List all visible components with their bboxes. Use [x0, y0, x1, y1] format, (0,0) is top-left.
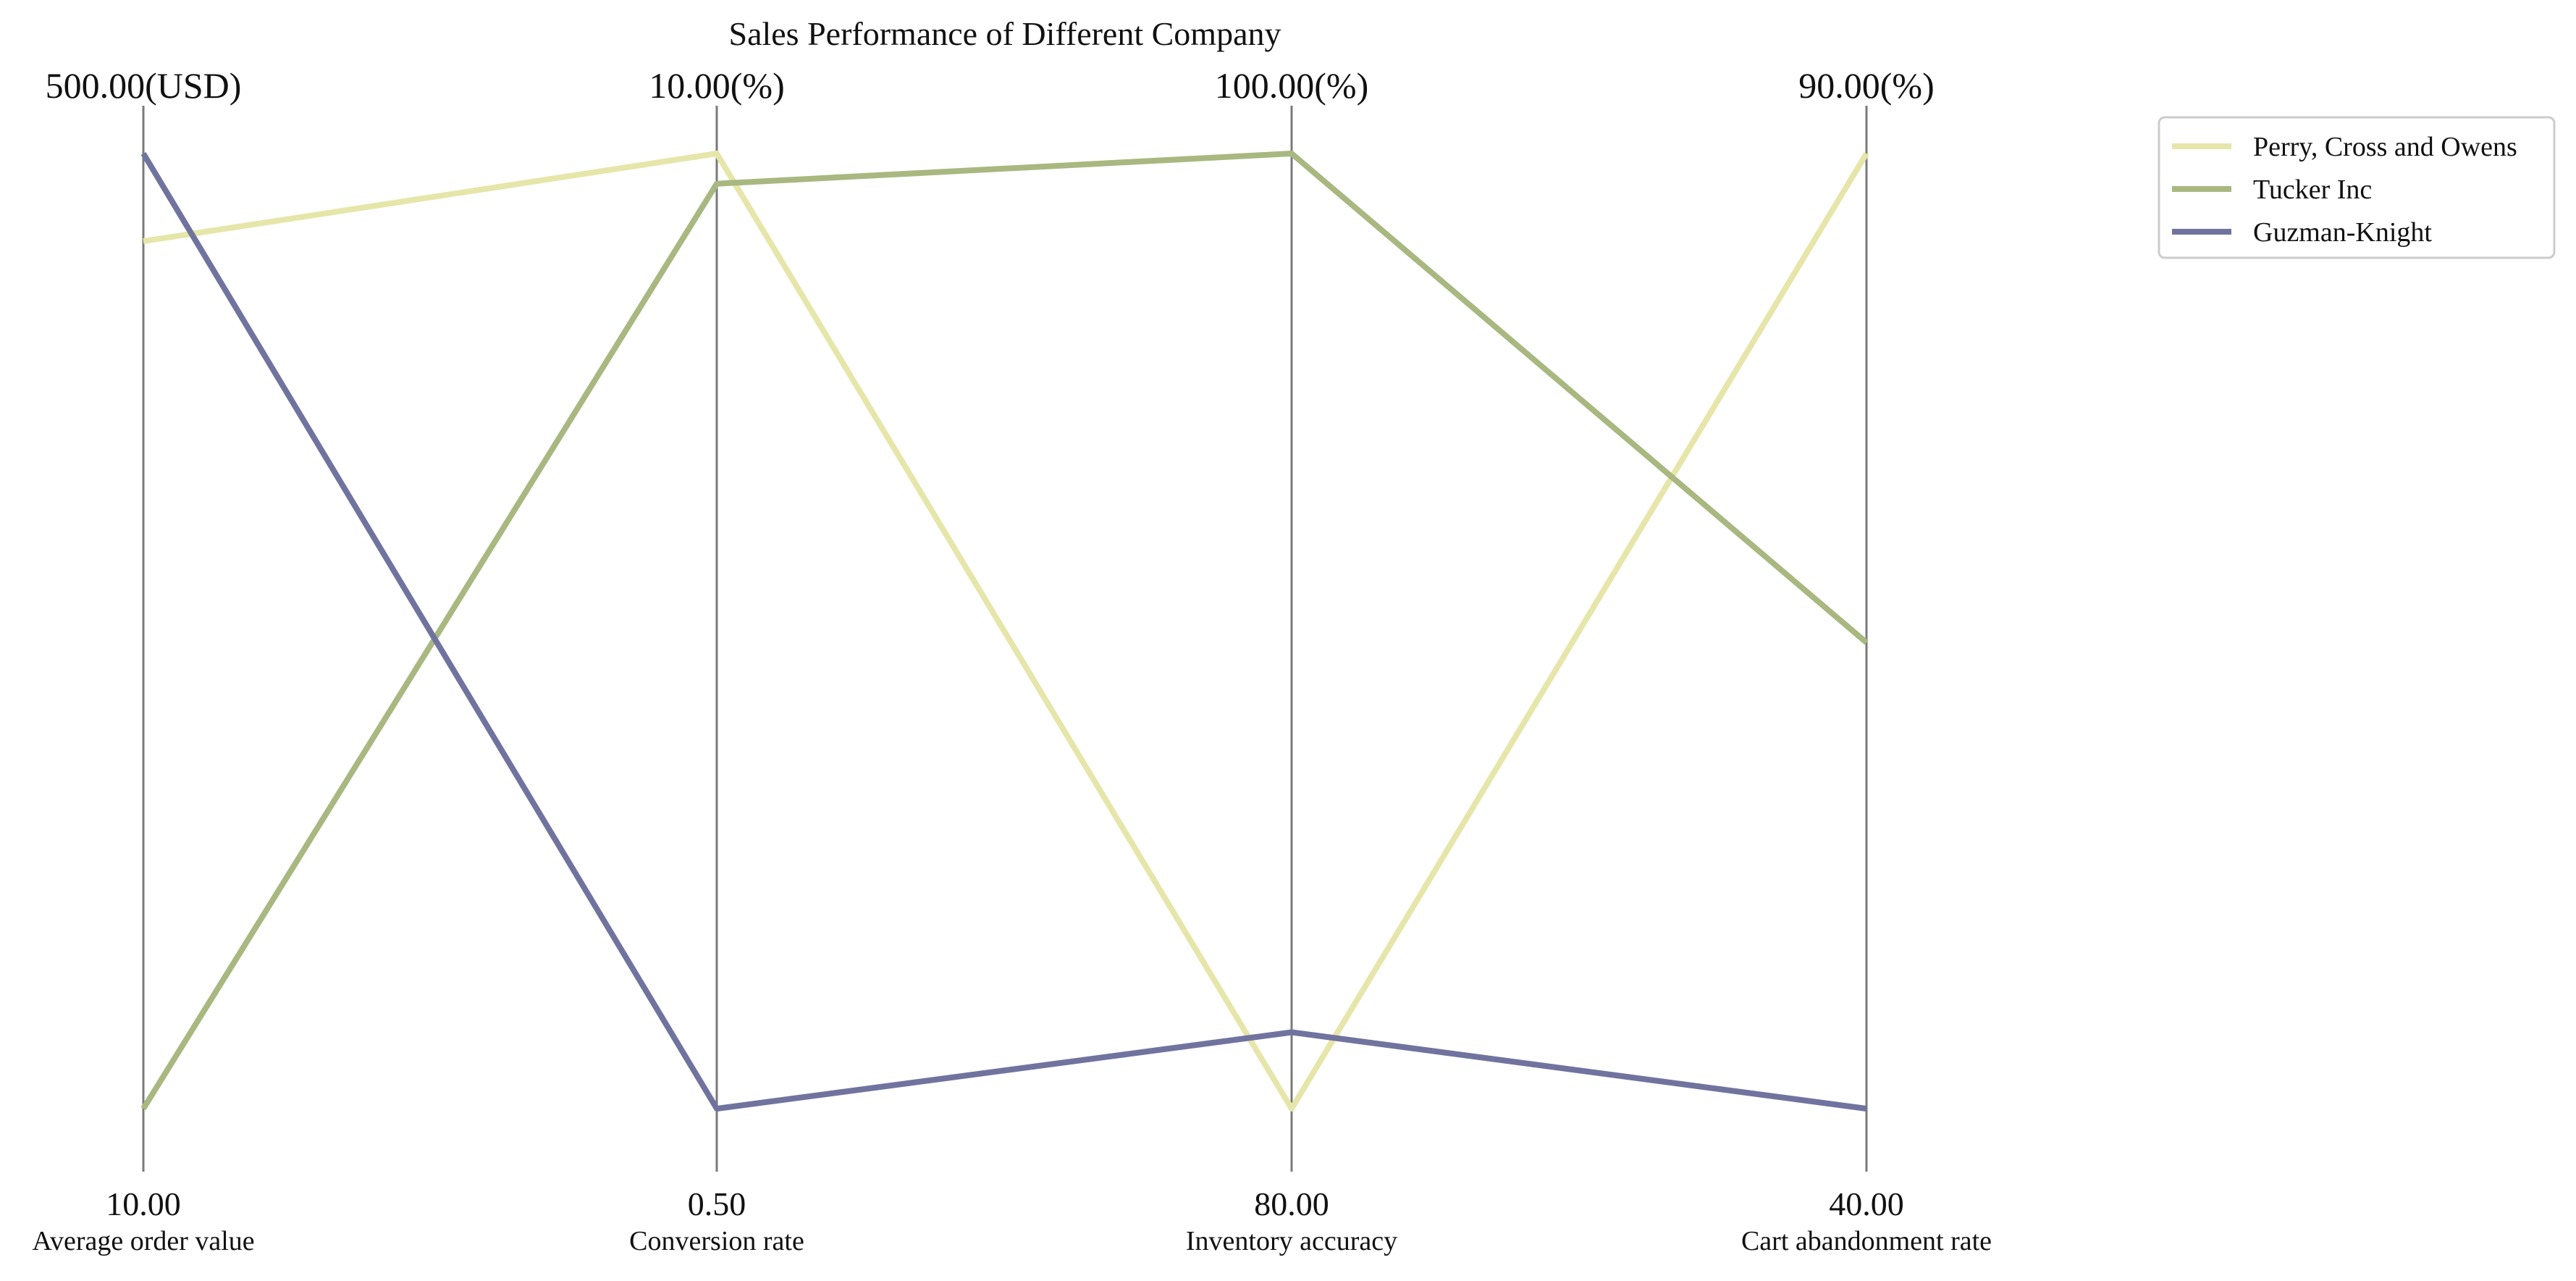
axis-name-label: Average order value: [32, 1226, 254, 1256]
axis-max-label: 90.00(%): [1798, 65, 1934, 106]
axis-max-label: 500.00(USD): [46, 65, 242, 106]
legend-label: Tucker Inc: [2253, 175, 2372, 205]
legend-label: Perry, Cross and Owens: [2253, 132, 2517, 162]
axis-name-label: Inventory accuracy: [1186, 1226, 1397, 1256]
axis-max-label: 100.00(%): [1215, 65, 1368, 106]
axis-min-label: 80.00: [1254, 1185, 1329, 1222]
series-line: [140, 151, 1867, 1112]
axis-min-label: 0.50: [688, 1185, 746, 1222]
legend-box: [2158, 116, 2556, 259]
series-layer: [140, 151, 1869, 1112]
axis-max-label: 10.00(%): [649, 65, 784, 106]
axis-min-label: 40.00: [1829, 1185, 1904, 1222]
axis-name-label: Conversion rate: [629, 1226, 804, 1256]
axis-name-label: Cart abandonment rate: [1741, 1226, 1992, 1256]
legend: Perry, Cross and Owens Tucker Inc Guzman-K…: [2158, 116, 2556, 259]
axes-layer: 500.00(USD) 10.00 Average order value 10.00…: [32, 65, 1992, 1256]
series-line: [143, 151, 1869, 1112]
series-line: [140, 151, 1869, 1111]
chart-title: Sales Performance of Different Company: [728, 15, 1281, 52]
axis-min-label: 10.00: [106, 1185, 181, 1222]
legend-label: Guzman-Knight: [2253, 217, 2432, 248]
